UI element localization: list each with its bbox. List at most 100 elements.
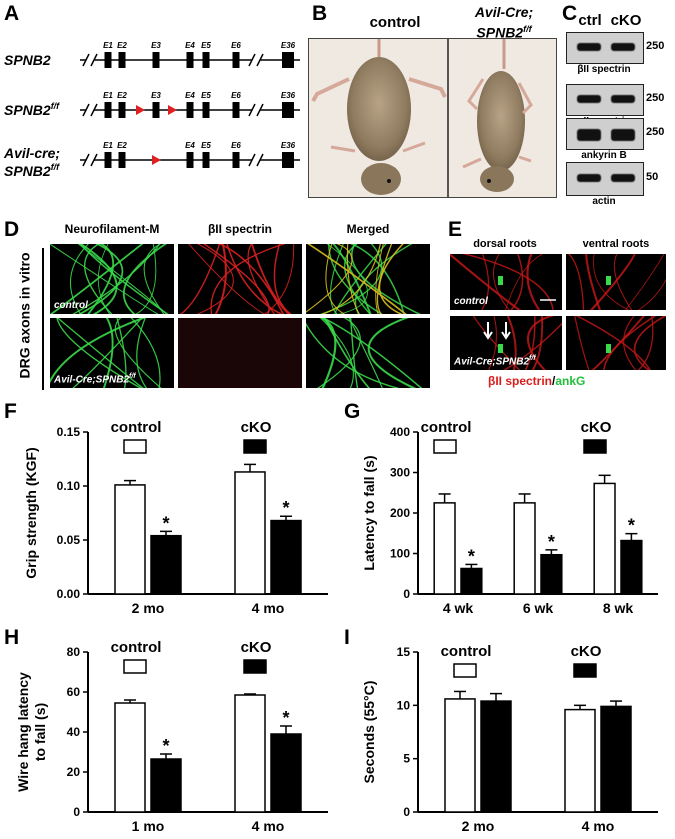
bar-cko	[540, 553, 563, 595]
gene-break-mark2-2-1	[256, 153, 264, 167]
photo-divider	[447, 39, 449, 197]
fiber	[625, 254, 665, 310]
exon-E6-0	[232, 52, 240, 68]
gene-break-mark2-2-0	[90, 153, 98, 167]
fiber	[346, 244, 360, 314]
fiber	[378, 244, 404, 314]
fiber	[531, 316, 544, 370]
fiber	[319, 318, 354, 388]
cko-mouse	[462, 39, 533, 192]
mouse-illustrations	[311, 39, 533, 195]
exon-label-E3-0: E3	[151, 41, 161, 50]
gene-break-mark-1-1	[248, 103, 256, 117]
arrow-icon	[501, 322, 511, 340]
bar-cko	[620, 539, 643, 595]
exon-label-E5-1: E5	[201, 91, 211, 100]
drg-caption-text-r0: control	[54, 300, 88, 311]
ankg-node	[606, 276, 611, 285]
blot-band-0-1	[611, 43, 635, 51]
gene-break-gap-0-0	[86, 54, 94, 66]
loxp-site-2-0	[152, 155, 161, 165]
fiber	[306, 244, 353, 313]
photo-label-control: control	[369, 14, 421, 31]
fiber	[472, 316, 521, 370]
gene-label-0: SPNB2	[4, 52, 51, 68]
fiber	[78, 244, 118, 314]
legend-swatch-cko	[243, 659, 267, 674]
drg-image-fibers	[306, 318, 423, 388]
legend-label-control: control	[111, 419, 162, 436]
bar-cko	[270, 733, 302, 813]
x-category-label: 1 mo	[132, 818, 165, 834]
fiber	[87, 244, 115, 314]
blot-mw-2: 250	[646, 126, 665, 138]
gene-break-mark2-0-1	[256, 53, 264, 67]
bar-cko	[270, 519, 302, 595]
blot-2	[566, 118, 644, 150]
exon-label-E5-0: E5	[201, 41, 211, 50]
gene-break-mark-0-0	[82, 53, 90, 67]
fiber	[102, 318, 114, 388]
significance-star: *	[162, 513, 169, 533]
y-tick-label: 40	[67, 725, 81, 739]
bar-cko	[150, 534, 182, 595]
arrow-icon	[483, 322, 493, 340]
fiber	[376, 244, 393, 314]
root-caption-sup: f/f	[529, 354, 536, 362]
exon-E6-2	[232, 152, 240, 168]
gene-break-mark-2-0	[82, 153, 90, 167]
fiber	[506, 316, 517, 370]
photo-label-cko-sup: f/f	[523, 24, 532, 34]
col-header-neurofilament: Neurofilament-M	[64, 222, 160, 236]
drg-caption-sup: f/f	[129, 372, 136, 380]
panel-label-e: E	[448, 218, 463, 241]
gene-break-mark2-1-1	[256, 103, 264, 117]
exon-label-E4-0: E4	[185, 41, 195, 50]
gene-break-gap-2-0	[86, 154, 94, 166]
photo-label-cko-line1: Avil-Cre;	[474, 4, 534, 20]
fiber	[613, 254, 633, 310]
gene-label-text-0: SPNB2	[4, 52, 51, 68]
blot-mw-3: 50	[646, 171, 659, 183]
drg-image-r0-c2	[306, 244, 430, 314]
fiber	[603, 316, 657, 370]
fiber	[247, 244, 276, 314]
blot-label-2: ankyrin B	[581, 150, 627, 161]
fiber	[585, 254, 602, 310]
fiber	[77, 244, 168, 314]
fiber	[637, 316, 654, 370]
fiber	[50, 318, 147, 384]
gene-break-mark2-0-0	[90, 53, 98, 67]
y-axis-label: Wire hang latency	[15, 672, 31, 792]
fiber	[350, 318, 359, 388]
fiber	[188, 244, 265, 314]
legend-swatch-cko	[243, 439, 267, 454]
fiber	[526, 316, 555, 370]
exon-E2-0	[118, 52, 126, 68]
bar-control	[564, 708, 596, 813]
fiber	[510, 254, 524, 310]
fiber	[264, 244, 295, 314]
exon-label-E36-2: E36	[281, 141, 296, 150]
fiber	[323, 318, 371, 388]
fiber	[593, 254, 630, 310]
blot-band-3-1	[611, 174, 635, 182]
col-header-ventral: ventral roots	[582, 238, 650, 250]
col-header-merged: Merged	[346, 222, 390, 236]
fiber	[50, 244, 144, 314]
blot-band-3-0	[577, 174, 601, 182]
fiber	[210, 244, 286, 314]
exon-E1-2	[104, 152, 112, 168]
drg-caption-r1: Avil-Cre;SPNB2f/f	[54, 373, 136, 385]
legend-swatch-control	[123, 439, 147, 454]
exon-E36-0	[282, 52, 294, 68]
x-category-label: 4 mo	[582, 818, 615, 834]
blot-band-1-1	[611, 95, 635, 103]
drg-caption-text-r1: Avil-Cre;SPNB2	[54, 374, 130, 385]
blot-label-3: actin	[592, 196, 616, 207]
fiber	[84, 244, 113, 314]
fiber	[589, 254, 636, 310]
fiber	[251, 244, 290, 314]
bar-control	[234, 694, 266, 813]
gene-break-gap-0-1	[252, 54, 260, 66]
